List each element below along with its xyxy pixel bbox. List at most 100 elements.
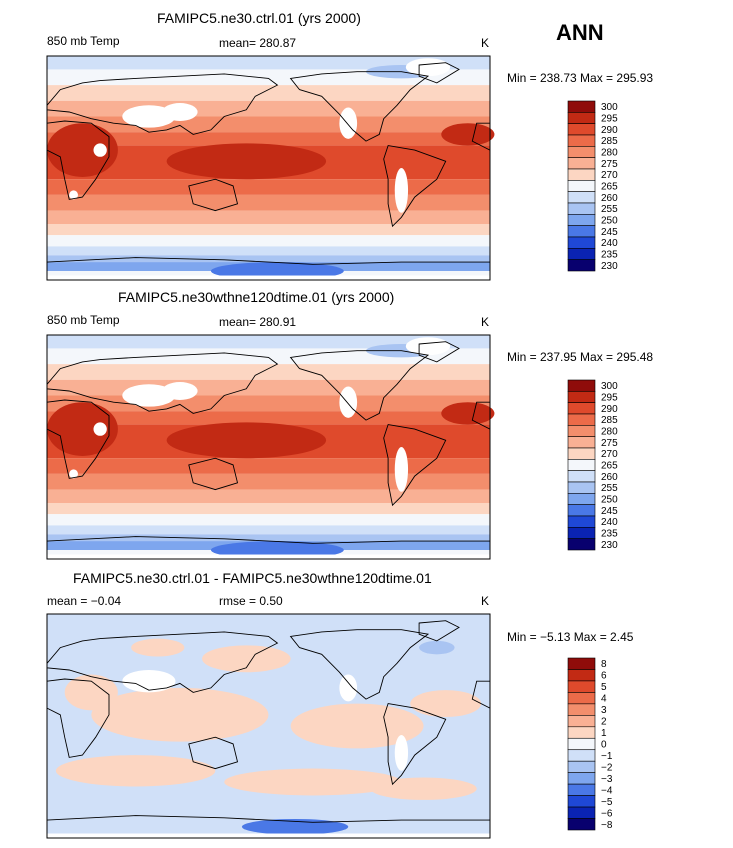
panel-2-title: FAMIPC5.ne30wthne120dtime.01 (yrs 2000): [118, 289, 395, 305]
warm-pool-africa: [47, 123, 118, 177]
colorbar-swatch: [567, 447, 596, 460]
coastline: [46, 73, 279, 135]
positive-anomaly: [55, 755, 216, 787]
colorbar-swatch: [567, 527, 596, 539]
colorbar-tick-label: 230: [601, 540, 618, 551]
temp-band: [47, 379, 490, 396]
coastline: [188, 178, 239, 212]
colorbar-swatch: [567, 703, 596, 716]
colorbar-tick-label: 285: [601, 136, 618, 147]
colorbar-tick-label: 255: [601, 483, 618, 494]
masked-terrain: [122, 384, 176, 407]
colorbar-tick-label: 4: [601, 694, 607, 705]
colorbar-tick-label: 265: [601, 182, 618, 193]
colorbar-tick-label: 240: [601, 517, 618, 528]
panel-2-minmax: Min = 237.95 Max = 295.48: [507, 350, 654, 364]
panel-1-units: K: [481, 36, 490, 50]
map-frame: [46, 334, 491, 560]
positive-anomaly: [64, 674, 118, 711]
coastline: [289, 71, 430, 142]
colorbar-tick-label: 255: [601, 204, 618, 215]
temp-band: [47, 411, 490, 425]
colorbar-swatch: [567, 100, 596, 113]
colorbar-tick-label: 270: [601, 449, 618, 460]
temp-band: [47, 100, 490, 117]
colorbar-tick-label: 235: [601, 529, 618, 540]
colorbar-tick-label: 295: [601, 393, 618, 404]
masked-terrain: [339, 674, 358, 702]
colorbar-tick-label: 250: [601, 216, 618, 227]
colorbar-tick-label: 260: [601, 193, 618, 204]
colorbar-swatch: [567, 168, 596, 181]
temp-band: [47, 116, 490, 133]
coastline: [46, 631, 279, 693]
masked-terrain: [69, 469, 79, 479]
colorbar-swatch: [567, 783, 596, 796]
panel-2-mean: mean= 280.91: [219, 315, 297, 329]
panel-1-minmax: Min = 238.73 Max = 295.93: [507, 71, 654, 85]
temp-band: [47, 132, 490, 146]
positive-anomaly: [410, 690, 482, 718]
colorbar-swatch: [567, 692, 596, 705]
colorbar-tick-label: 270: [601, 170, 618, 181]
coastline: [188, 736, 239, 770]
colorbar-swatch: [567, 413, 596, 426]
coastline: [383, 424, 447, 507]
panel-3-mean: mean = −0.04: [47, 594, 122, 608]
colorbar-swatch: [567, 236, 596, 249]
colorbar-swatch: [567, 225, 596, 238]
colorbar-swatch: [567, 504, 596, 517]
colorbar-swatch: [567, 259, 596, 272]
colorbar-tick-label: −8: [601, 820, 613, 831]
temp-band: [47, 503, 490, 515]
cold-pool-antarctic: [210, 541, 344, 559]
masked-terrain: [162, 103, 198, 121]
colorbar-tick-label: 260: [601, 472, 618, 483]
masked-terrain: [405, 337, 451, 356]
masked-terrain: [405, 58, 451, 77]
positive-anomaly: [224, 768, 402, 796]
temp-band: [47, 525, 490, 535]
colorbar-swatch: [567, 715, 596, 728]
colorbar-swatch: [567, 180, 596, 192]
temp-band: [47, 473, 490, 490]
colorbar-swatch: [567, 134, 596, 147]
temp-band: [47, 364, 490, 380]
colorbar-swatch: [567, 157, 596, 170]
coastline: [418, 62, 460, 84]
positive-anomaly: [131, 638, 185, 657]
colorbar-tick-label: 280: [601, 427, 618, 438]
panel-1-variable-label: 850 mb Temp: [47, 34, 120, 48]
temp-band: [47, 56, 490, 70]
colorbar-swatch: [567, 123, 596, 136]
colorbar-tick-label: 265: [601, 461, 618, 472]
warm-pool-pacific: [166, 422, 327, 459]
colorbar-swatch: [567, 481, 596, 494]
temp-band: [47, 335, 490, 349]
colorbar-tick-label: 5: [601, 682, 607, 693]
colorbar-swatch: [567, 680, 596, 693]
negative-anomaly: [241, 818, 349, 835]
colorbar-tick-label: 250: [601, 495, 618, 506]
colorbar-swatch: [567, 248, 596, 260]
positive-anomaly: [91, 687, 269, 742]
colorbar-swatch: [567, 391, 596, 403]
colorbar-swatch: [567, 214, 596, 226]
colorbar-tick-label: 290: [601, 404, 618, 415]
masked-terrain: [394, 168, 409, 213]
temp-band: [47, 489, 490, 503]
panel-3-minmax: Min = −5.13 Max = 2.45: [507, 630, 634, 644]
colorbar-swatch: [567, 657, 596, 670]
map-frame: [46, 55, 491, 281]
colorbar-tick-label: 290: [601, 125, 618, 136]
temp-band: [47, 85, 490, 101]
panel-3-title: FAMIPC5.ne30.ctrl.01 - FAMIPC5.ne30wthne…: [73, 570, 432, 586]
temp-band: [47, 395, 490, 412]
colorbar-tick-label: 245: [601, 506, 618, 517]
colorbar-tick-label: 295: [601, 114, 618, 125]
colorbar-tick-label: 285: [601, 415, 618, 426]
coastline: [383, 703, 447, 786]
colorbar-tick-label: 300: [601, 102, 618, 113]
